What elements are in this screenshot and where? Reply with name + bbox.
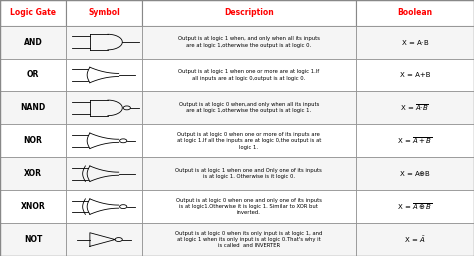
Text: X = A+B: X = A+B [400,72,430,78]
Text: X = $\overline{A+B}$: X = $\overline{A+B}$ [397,135,432,146]
Bar [66,190,142,223]
Text: Output is at logic 0 when one or more of its inputs are
at logic 1.If all the in: Output is at logic 0 when one or more of… [177,132,321,150]
Bar [356,59,474,91]
Bar [66,157,142,190]
Text: Output is at logic 1 when, and only when all its inputs
are at logic 1,otherwise: Output is at logic 1 when, and only when… [178,36,320,48]
Bar [0,26,66,59]
Text: NOR: NOR [24,136,43,145]
Text: Output is at logic 1 when one and Only one of its inputs
is at logic 1. Otherwis: Output is at logic 1 when one and Only o… [175,168,322,179]
Text: AND: AND [24,38,43,47]
Text: NAND: NAND [20,103,46,112]
Text: Description: Description [224,8,273,17]
Bar [356,190,474,223]
Bar [142,26,356,59]
Bar [0,157,66,190]
Bar [66,59,142,91]
Bar [356,91,474,124]
Bar [356,124,474,157]
Text: Output is at logic 0 when,and only when all its inputs
are at logic 1,otherwise : Output is at logic 0 when,and only when … [179,102,319,113]
Text: Symbol: Symbol [89,8,120,17]
Text: X = A$\cdot$B: X = A$\cdot$B [401,38,429,47]
Bar [142,157,356,190]
Text: X = A$\oplus$B: X = A$\oplus$B [399,169,431,178]
Bar [66,124,142,157]
Bar [66,223,142,256]
Bar [0,223,66,256]
Bar [0,59,66,91]
Bar [142,91,356,124]
Bar [0,91,66,124]
Bar [142,59,356,91]
Text: Output is at logic 0 when one and only one of its inputs
is at logic1.Otherwise : Output is at logic 0 when one and only o… [176,198,322,215]
Text: NOT: NOT [24,235,42,244]
Bar [66,0,142,26]
Text: XNOR: XNOR [21,202,46,211]
Bar [142,124,356,157]
Bar [66,26,142,59]
Text: X = $\overline{A{\cdot}B}$: X = $\overline{A{\cdot}B}$ [400,102,429,113]
Text: Logic Gate: Logic Gate [10,8,56,17]
Bar [142,0,356,26]
Bar [356,223,474,256]
Bar [356,0,474,26]
Bar [356,26,474,59]
Text: X = $\overline{A\oplus B}$: X = $\overline{A\oplus B}$ [397,201,432,212]
Text: Output is at logic 1 when one or more are at logic 1.If
all inputs are at logic : Output is at logic 1 when one or more ar… [178,69,319,81]
Bar [356,157,474,190]
Text: Boolean: Boolean [397,8,432,17]
Bar [0,0,66,26]
Text: XOR: XOR [24,169,42,178]
Bar [142,190,356,223]
Text: OR: OR [27,70,39,79]
Bar [142,223,356,256]
Bar [66,91,142,124]
Bar [0,190,66,223]
Bar [0,124,66,157]
Text: X = $\bar{A}$: X = $\bar{A}$ [404,234,426,245]
Text: Output is at logic 0 when its only input is at logic 1, and
at logic 1 when its : Output is at logic 0 when its only input… [175,231,322,248]
